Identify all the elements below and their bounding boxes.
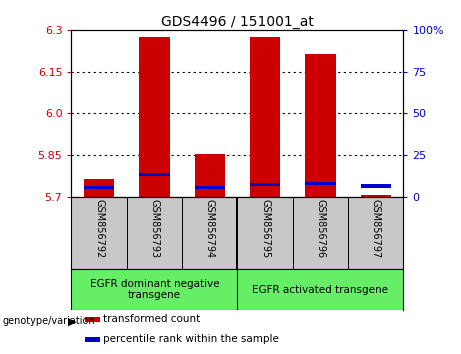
Title: GDS4496 / 151001_at: GDS4496 / 151001_at [161, 15, 314, 29]
Bar [250, 37, 280, 197]
Bar [84, 179, 114, 197]
Bar [305, 54, 336, 197]
Bar [361, 195, 391, 197]
Text: percentile rank within the sample: percentile rank within the sample [103, 334, 279, 344]
Bar [139, 173, 170, 176]
Text: transformed count: transformed count [103, 314, 200, 324]
Bar [361, 184, 391, 188]
Bar [139, 37, 170, 197]
Bar [250, 183, 280, 185]
Text: GSM856794: GSM856794 [205, 199, 215, 258]
Bar [85, 317, 100, 322]
Text: EGFR activated transgene: EGFR activated transgene [252, 285, 389, 295]
Text: GSM856793: GSM856793 [149, 199, 160, 258]
Bar [305, 182, 336, 185]
Text: GSM856795: GSM856795 [260, 199, 270, 258]
Bar [195, 187, 225, 189]
Bar [85, 337, 100, 342]
Text: genotype/variation: genotype/variation [2, 316, 95, 326]
Text: GSM856797: GSM856797 [371, 199, 381, 258]
Text: EGFR dominant negative
transgene: EGFR dominant negative transgene [89, 279, 219, 301]
Text: GSM856796: GSM856796 [315, 199, 325, 258]
Text: ▶: ▶ [68, 316, 77, 326]
Bar [195, 154, 225, 197]
Text: GSM856792: GSM856792 [94, 199, 104, 258]
Bar [84, 186, 114, 189]
